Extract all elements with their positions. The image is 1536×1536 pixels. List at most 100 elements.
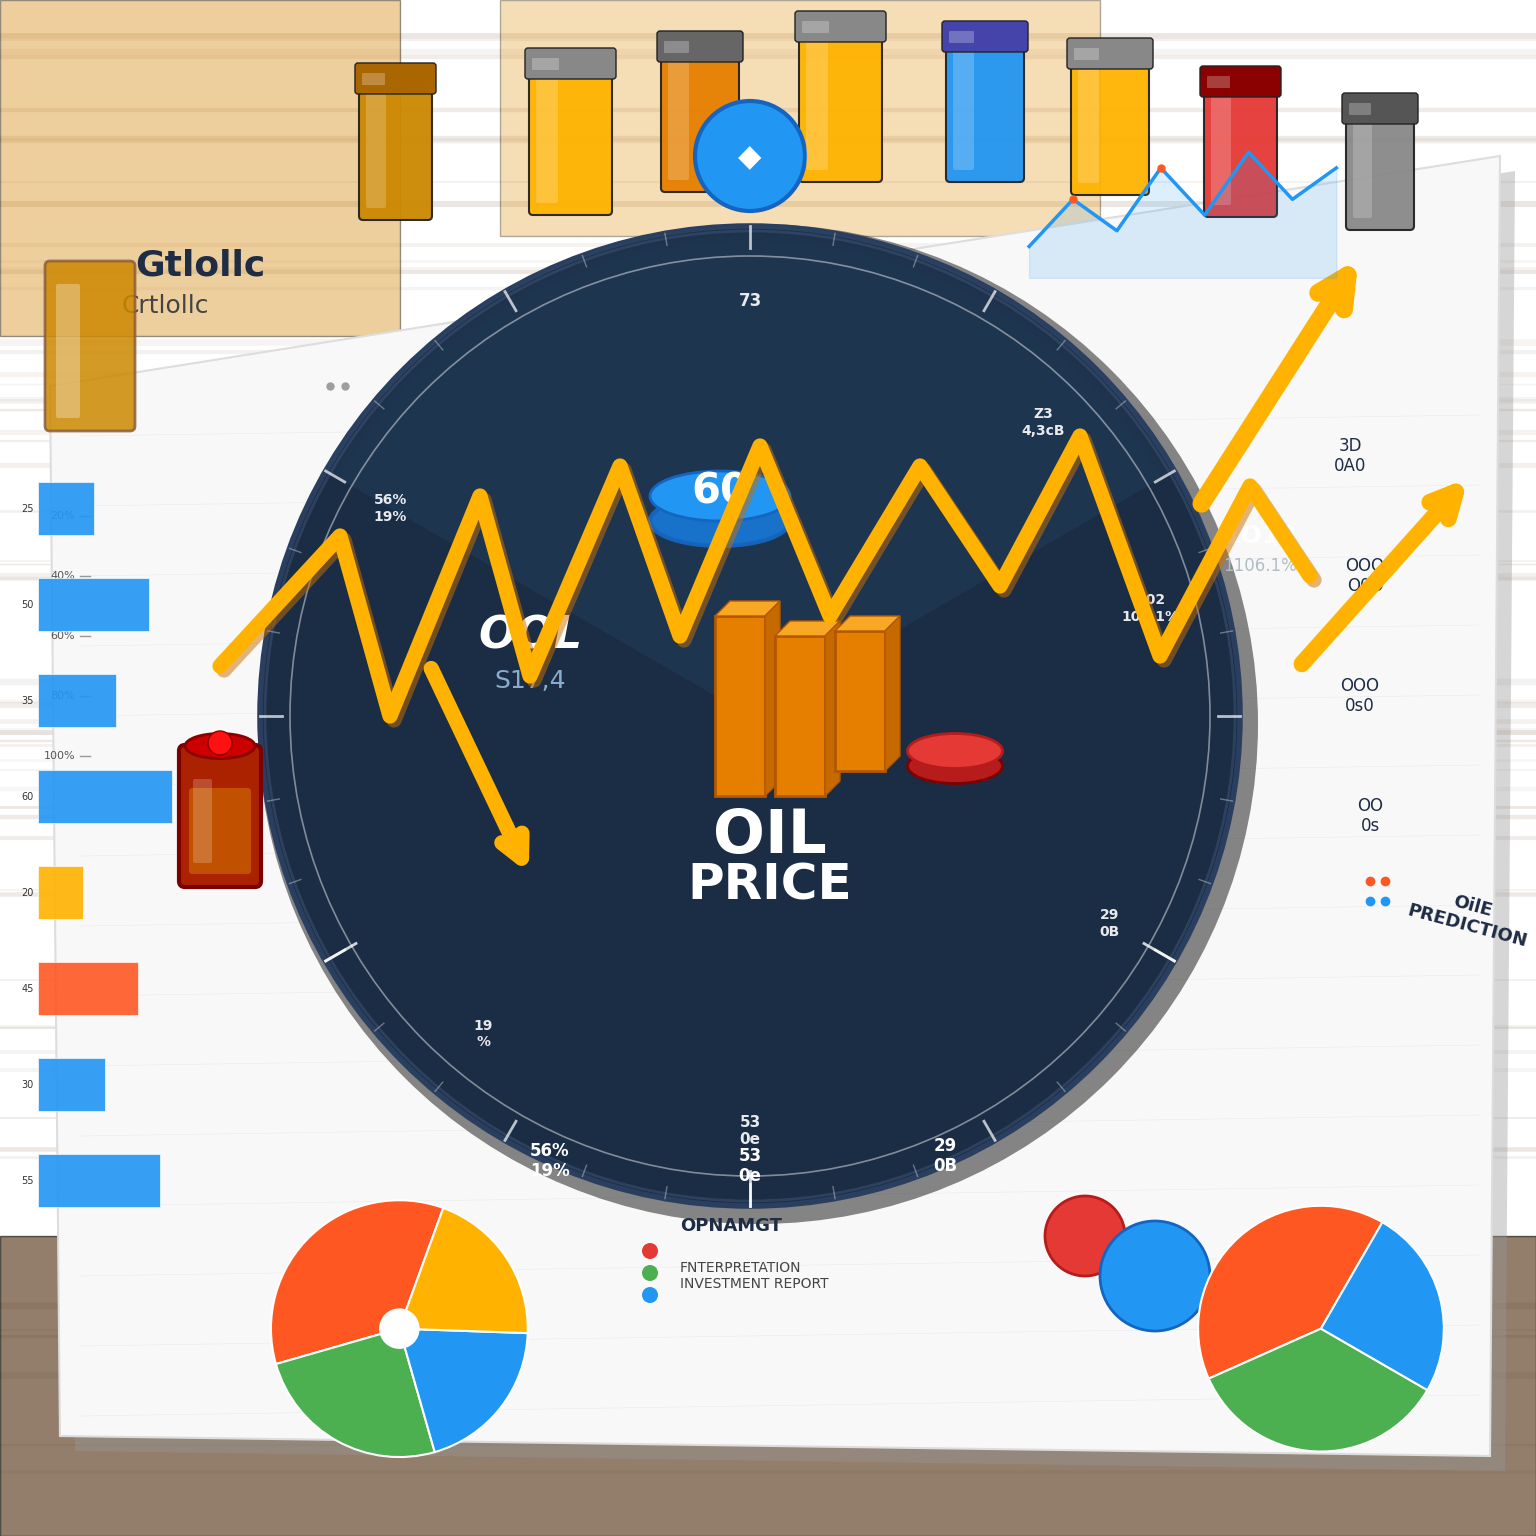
FancyBboxPatch shape	[802, 22, 829, 32]
Text: 1O12: 1O12	[1223, 524, 1296, 548]
FancyBboxPatch shape	[536, 69, 558, 203]
Circle shape	[260, 226, 1240, 1206]
Circle shape	[1100, 1221, 1210, 1332]
Text: FNTERPRETATION
INVESTMENT REPORT: FNTERPRETATION INVESTMENT REPORT	[680, 1261, 828, 1292]
Text: 45: 45	[22, 983, 34, 994]
Bar	[38, 482, 94, 535]
Text: 19
%: 19 %	[473, 1018, 493, 1049]
Polygon shape	[825, 621, 840, 796]
Bar	[38, 1155, 160, 1207]
Text: OPNAMGT: OPNAMGT	[680, 1217, 782, 1235]
Text: PRICE: PRICE	[688, 862, 852, 909]
FancyBboxPatch shape	[796, 11, 886, 41]
Text: 60: 60	[691, 470, 750, 511]
FancyBboxPatch shape	[501, 0, 1100, 237]
FancyBboxPatch shape	[525, 48, 616, 78]
FancyBboxPatch shape	[799, 18, 882, 181]
Text: OOO
0s0: OOO 0s0	[1341, 676, 1379, 716]
Wedge shape	[1321, 1223, 1444, 1390]
Circle shape	[694, 101, 805, 210]
FancyBboxPatch shape	[531, 58, 559, 71]
FancyBboxPatch shape	[657, 31, 743, 61]
FancyBboxPatch shape	[0, 0, 399, 336]
FancyBboxPatch shape	[806, 31, 828, 170]
FancyBboxPatch shape	[1353, 114, 1372, 218]
FancyBboxPatch shape	[1346, 101, 1415, 230]
FancyBboxPatch shape	[189, 788, 250, 874]
Text: OO
0s: OO 0s	[1356, 797, 1382, 836]
Text: 80%: 80%	[51, 691, 75, 700]
Text: 50: 50	[22, 599, 34, 610]
Text: 20%: 20%	[51, 511, 75, 521]
Polygon shape	[65, 170, 1514, 1471]
Text: 35: 35	[22, 696, 34, 707]
Text: 100%: 100%	[43, 751, 75, 760]
FancyBboxPatch shape	[949, 31, 974, 43]
Polygon shape	[776, 621, 840, 636]
Ellipse shape	[258, 224, 1258, 1224]
FancyBboxPatch shape	[1071, 48, 1149, 195]
Text: OOO
O0O: OOO O0O	[1346, 556, 1384, 596]
Text: Gtlollc: Gtlollc	[135, 249, 266, 283]
FancyBboxPatch shape	[668, 51, 690, 180]
FancyBboxPatch shape	[664, 41, 690, 54]
FancyBboxPatch shape	[359, 72, 432, 220]
Circle shape	[1044, 1197, 1124, 1276]
Bar	[38, 771, 172, 823]
FancyBboxPatch shape	[776, 636, 825, 796]
FancyBboxPatch shape	[355, 63, 436, 94]
Wedge shape	[1198, 1206, 1382, 1379]
Bar	[38, 866, 83, 919]
Text: 60%: 60%	[51, 631, 75, 641]
FancyBboxPatch shape	[1204, 74, 1276, 217]
Text: 20: 20	[22, 888, 34, 899]
Circle shape	[207, 731, 232, 756]
Text: 53
0e: 53 0e	[739, 1115, 760, 1147]
FancyBboxPatch shape	[952, 41, 974, 170]
Text: 40%: 40%	[51, 571, 75, 581]
Circle shape	[642, 1243, 657, 1260]
Bar	[38, 674, 117, 727]
FancyBboxPatch shape	[1074, 48, 1098, 60]
Point	[1061, 187, 1086, 212]
FancyBboxPatch shape	[528, 57, 611, 215]
Text: Z3
4,3cB: Z3 4,3cB	[1021, 407, 1064, 438]
FancyBboxPatch shape	[1200, 66, 1281, 97]
Wedge shape	[399, 1329, 528, 1452]
Text: 3D
0A0: 3D 0A0	[1333, 436, 1366, 476]
Wedge shape	[270, 1200, 444, 1364]
Text: ◆: ◆	[739, 143, 762, 172]
Polygon shape	[714, 601, 780, 616]
Text: 1106.1%: 1106.1%	[1223, 558, 1296, 574]
FancyBboxPatch shape	[0, 1236, 1536, 1536]
Text: 102
106.1%: 102 106.1%	[1121, 593, 1180, 624]
FancyBboxPatch shape	[714, 616, 765, 796]
FancyBboxPatch shape	[946, 29, 1025, 181]
FancyBboxPatch shape	[1349, 103, 1372, 115]
FancyBboxPatch shape	[362, 74, 386, 84]
FancyBboxPatch shape	[45, 261, 135, 432]
FancyBboxPatch shape	[1068, 38, 1154, 69]
Text: 53
0e: 53 0e	[739, 1146, 762, 1186]
Ellipse shape	[908, 748, 1003, 783]
FancyBboxPatch shape	[194, 779, 212, 863]
Text: OOL: OOL	[478, 614, 582, 657]
Ellipse shape	[650, 496, 790, 545]
Ellipse shape	[650, 472, 790, 521]
FancyBboxPatch shape	[660, 38, 739, 192]
Text: 55: 55	[22, 1175, 34, 1186]
Wedge shape	[1209, 1329, 1427, 1452]
Polygon shape	[51, 157, 1501, 1456]
Text: 29
0B: 29 0B	[932, 1137, 957, 1175]
Wedge shape	[276, 1329, 435, 1458]
Circle shape	[642, 1287, 657, 1303]
Text: 56%
19%: 56% 19%	[373, 493, 407, 524]
FancyBboxPatch shape	[836, 631, 885, 771]
Circle shape	[642, 1266, 657, 1281]
FancyBboxPatch shape	[1342, 94, 1418, 124]
Wedge shape	[399, 1207, 528, 1333]
Text: 30: 30	[22, 1080, 34, 1091]
Polygon shape	[836, 616, 900, 631]
Polygon shape	[765, 601, 780, 796]
FancyBboxPatch shape	[1078, 58, 1098, 183]
